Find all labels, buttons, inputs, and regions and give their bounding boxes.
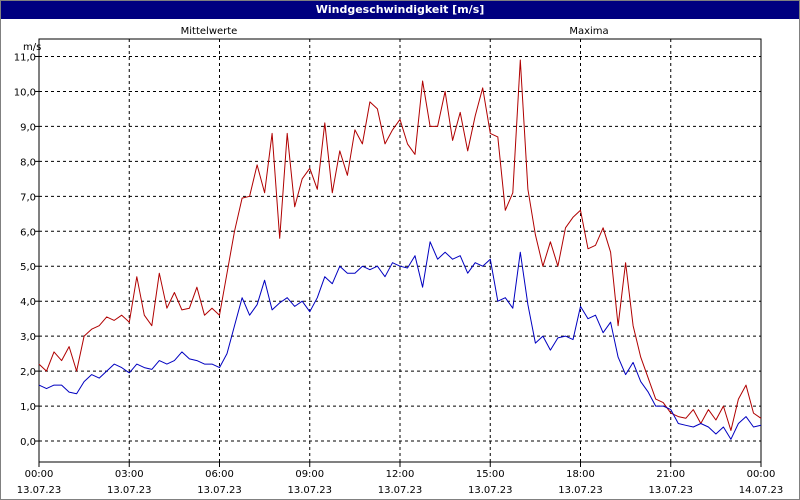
series-line-maxima [38,59,762,431]
y-tick-label: 9,0 [20,122,36,133]
y-tick-label: 5,0 [20,262,36,273]
legend-series-maxima: Maxima [569,26,608,37]
x-tick-time-label: 00:00 [747,469,776,480]
y-axis: 0,0 1,0 2,0 3,0 4,0 5,0 6,0 7,0 8,0 9,0 10,0 11,0 [14,52,39,448]
grid-lines [39,39,761,462]
x-tick-date-label: 14.07.23 [739,485,784,496]
chart-title: Windgeschwindigkeit [m/s] [1,1,799,19]
x-tick-time-label: 00:00 [25,469,54,480]
x-tick-time-label: 18:00 [566,469,595,480]
y-tick-label: 2,0 [20,367,36,378]
y-tick-label: 6,0 [20,227,36,238]
x-tick-time-label: 03:00 [115,469,144,480]
x-tick-date-label: 13.07.23 [107,485,152,496]
y-tick-label: 4,0 [20,297,36,308]
x-tick-date-label: 13.07.23 [468,485,513,496]
x-axis: 00:00 13.07.23 03:00 13.07.23 06:00 13.07.23 0… [17,462,784,496]
x-tick-time-label: 15:00 [476,469,505,480]
y-tick-label: 0,0 [20,437,36,448]
y-tick-label: 8,0 [20,157,36,168]
x-tick-time-label: 06:00 [205,469,234,480]
y-tick-label: 1,0 [20,402,36,413]
y-tick-label: 11,0 [14,52,36,63]
x-tick-date-label: 13.07.23 [378,485,423,496]
x-tick-date-label: 13.07.23 [17,485,62,496]
y-tick-label: 3,0 [20,332,36,343]
x-tick-date-label: 13.07.23 [558,485,603,496]
x-tick-date-label: 13.07.23 [648,485,693,496]
x-tick-date-label: 13.07.23 [287,485,332,496]
y-axis-unit-label: m/s [23,42,41,53]
series-line-mittelwerte [38,241,762,440]
x-tick-time-label: 21:00 [656,469,685,480]
y-tick-label: 10,0 [14,87,36,98]
y-tick-label: 7,0 [20,192,36,203]
series-lines [38,59,762,440]
legend-series-mittelwerte: Mittelwerte [181,26,238,37]
x-tick-date-label: 13.07.23 [197,485,242,496]
x-tick-time-label: 12:00 [386,469,415,480]
x-tick-time-label: 09:00 [295,469,324,480]
